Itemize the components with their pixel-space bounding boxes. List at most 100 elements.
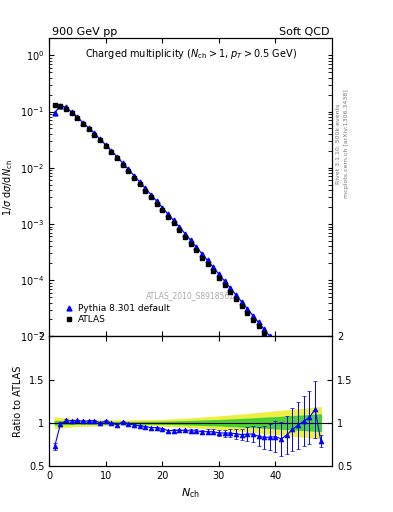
Pythia 8.301 default bbox=[194, 244, 198, 250]
Pythia 8.301 default bbox=[160, 204, 165, 210]
ATLAS bbox=[64, 105, 68, 112]
Pythia 8.301 default bbox=[81, 120, 85, 126]
ATLAS bbox=[137, 181, 142, 187]
Text: ATLAS_2010_S8918562: ATLAS_2010_S8918562 bbox=[146, 292, 235, 301]
Pythia 8.301 default bbox=[268, 333, 272, 339]
ATLAS bbox=[103, 143, 108, 149]
Pythia 8.301 default bbox=[285, 354, 289, 360]
Pythia 8.301 default bbox=[318, 419, 323, 425]
Pythia 8.301 default bbox=[103, 142, 108, 148]
ATLAS bbox=[132, 175, 136, 181]
Pythia 8.301 default bbox=[126, 166, 131, 173]
Pythia 8.301 default bbox=[137, 179, 142, 185]
Pythia 8.301 default bbox=[188, 237, 193, 243]
Y-axis label: $1/\sigma\;\mathrm{d}\sigma/\mathrm{d}N_\mathrm{ch}$: $1/\sigma\;\mathrm{d}\sigma/\mathrm{d}N_… bbox=[1, 159, 15, 216]
Pythia 8.301 default bbox=[273, 340, 278, 346]
Text: mcplots.cern.ch [arXiv:1306.3438]: mcplots.cern.ch [arXiv:1306.3438] bbox=[344, 89, 349, 198]
Pythia 8.301 default bbox=[52, 110, 57, 116]
ATLAS bbox=[233, 295, 238, 302]
ATLAS bbox=[149, 194, 153, 200]
Pythia 8.301 default bbox=[58, 102, 63, 109]
Pythia 8.301 default bbox=[109, 148, 114, 154]
Line: ATLAS: ATLAS bbox=[52, 103, 318, 400]
Y-axis label: Ratio to ATLAS: Ratio to ATLAS bbox=[13, 366, 23, 437]
ATLAS bbox=[154, 201, 159, 207]
Pythia 8.301 default bbox=[115, 154, 119, 160]
ATLAS bbox=[245, 310, 250, 316]
Legend: Pythia 8.301 default, ATLAS: Pythia 8.301 default, ATLAS bbox=[62, 303, 172, 326]
Pythia 8.301 default bbox=[256, 319, 261, 326]
ATLAS bbox=[285, 358, 289, 365]
X-axis label: $N_\mathrm{ch}$: $N_\mathrm{ch}$ bbox=[181, 486, 200, 500]
Pythia 8.301 default bbox=[279, 347, 283, 353]
ATLAS bbox=[126, 168, 131, 174]
ATLAS bbox=[52, 102, 57, 108]
ATLAS bbox=[58, 102, 63, 109]
Pythia 8.301 default bbox=[149, 191, 153, 198]
Pythia 8.301 default bbox=[171, 218, 176, 224]
Pythia 8.301 default bbox=[165, 211, 170, 217]
ATLAS bbox=[177, 227, 182, 233]
ATLAS bbox=[183, 234, 187, 240]
ATLAS bbox=[86, 126, 91, 132]
ATLAS bbox=[301, 379, 306, 386]
ATLAS bbox=[109, 149, 114, 155]
Pythia 8.301 default bbox=[177, 224, 182, 230]
Pythia 8.301 default bbox=[296, 368, 301, 374]
Line: Pythia 8.301 default: Pythia 8.301 default bbox=[52, 103, 323, 424]
Pythia 8.301 default bbox=[70, 109, 74, 115]
Pythia 8.301 default bbox=[307, 381, 312, 388]
ATLAS bbox=[92, 132, 97, 138]
ATLAS bbox=[250, 316, 255, 323]
ATLAS bbox=[279, 351, 283, 357]
ATLAS bbox=[290, 365, 295, 371]
ATLAS bbox=[171, 220, 176, 226]
ATLAS bbox=[205, 262, 210, 268]
Text: 900 GeV pp: 900 GeV pp bbox=[52, 27, 117, 37]
ATLAS bbox=[222, 282, 227, 288]
Pythia 8.301 default bbox=[301, 375, 306, 381]
ATLAS bbox=[217, 275, 221, 281]
ATLAS bbox=[75, 115, 80, 121]
Pythia 8.301 default bbox=[143, 185, 148, 191]
ATLAS bbox=[200, 254, 204, 261]
Pythia 8.301 default bbox=[132, 173, 136, 179]
Pythia 8.301 default bbox=[98, 136, 103, 142]
Pythia 8.301 default bbox=[313, 389, 318, 395]
Pythia 8.301 default bbox=[183, 230, 187, 237]
ATLAS bbox=[228, 289, 233, 295]
ATLAS bbox=[268, 337, 272, 344]
Text: Charged multiplicity ($N_\mathrm{ch}>1$, $p_T>0.5$ GeV): Charged multiplicity ($N_\mathrm{ch}>1$,… bbox=[84, 47, 297, 61]
Pythia 8.301 default bbox=[262, 326, 266, 332]
Text: Soft QCD: Soft QCD bbox=[279, 27, 329, 37]
Pythia 8.301 default bbox=[86, 125, 91, 131]
Text: Rivet 3.1.10, 500k events: Rivet 3.1.10, 500k events bbox=[336, 103, 341, 183]
Pythia 8.301 default bbox=[120, 160, 125, 166]
ATLAS bbox=[81, 120, 85, 126]
Pythia 8.301 default bbox=[239, 298, 244, 305]
ATLAS bbox=[165, 214, 170, 220]
Pythia 8.301 default bbox=[75, 114, 80, 120]
ATLAS bbox=[296, 373, 301, 379]
ATLAS bbox=[307, 387, 312, 393]
ATLAS bbox=[115, 155, 119, 161]
Pythia 8.301 default bbox=[211, 264, 216, 270]
Pythia 8.301 default bbox=[200, 250, 204, 257]
Pythia 8.301 default bbox=[290, 361, 295, 367]
Pythia 8.301 default bbox=[217, 271, 221, 277]
ATLAS bbox=[313, 395, 318, 401]
ATLAS bbox=[98, 137, 103, 143]
Pythia 8.301 default bbox=[205, 258, 210, 264]
ATLAS bbox=[188, 241, 193, 247]
ATLAS bbox=[194, 247, 198, 253]
ATLAS bbox=[70, 110, 74, 116]
Pythia 8.301 default bbox=[64, 104, 68, 111]
Pythia 8.301 default bbox=[222, 278, 227, 284]
Pythia 8.301 default bbox=[250, 312, 255, 318]
ATLAS bbox=[256, 324, 261, 330]
ATLAS bbox=[120, 161, 125, 167]
ATLAS bbox=[239, 303, 244, 309]
ATLAS bbox=[273, 344, 278, 350]
Pythia 8.301 default bbox=[228, 285, 233, 291]
Pythia 8.301 default bbox=[245, 306, 250, 312]
